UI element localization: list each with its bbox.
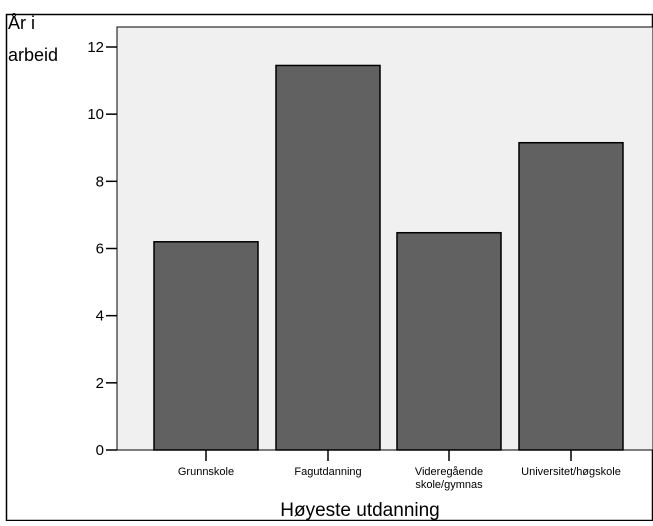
x-tick-label-line: Universitet/høgskole xyxy=(521,466,621,478)
y-tick-label-6: 6 xyxy=(96,241,104,258)
x-tick-label-line: skole/gymnas xyxy=(415,479,483,491)
y-tick-label-12: 12 xyxy=(87,39,104,56)
bar-1 xyxy=(153,241,259,451)
x-tick-label-4: Universitet/høgskole xyxy=(521,466,621,478)
bar-4 xyxy=(518,141,624,451)
y-tick-label-2: 2 xyxy=(96,375,104,392)
bar-2 xyxy=(275,64,381,451)
y-tick-label-10: 10 xyxy=(87,106,104,123)
y-tick-label-0: 0 xyxy=(96,442,104,459)
bar-3 xyxy=(396,231,502,451)
y-axis-title-line-1: År i xyxy=(8,13,35,33)
x-tick-label-line: Videregående xyxy=(415,466,483,478)
x-tick-label-1: Grunnskole xyxy=(178,466,234,478)
x-tick-label-2: Fagutdanning xyxy=(294,466,361,478)
y-tick-label-4: 4 xyxy=(96,308,104,325)
y-tick-label-8: 8 xyxy=(96,173,104,190)
x-tick-label-3: Videregående skole/gymnas xyxy=(415,466,483,491)
x-axis-title: Høyeste utdanning xyxy=(280,500,440,521)
x-tick-label-line: Grunnskole xyxy=(178,466,234,478)
x-axis: Grunnskole Fagutdanning Videregående skole/… xyxy=(178,450,621,491)
x-tick-label-line: Fagutdanning xyxy=(294,466,361,478)
y-axis-title-line-2: arbeid xyxy=(8,45,58,65)
y-axis: 0 2 4 6 8 10 12 xyxy=(87,39,117,459)
